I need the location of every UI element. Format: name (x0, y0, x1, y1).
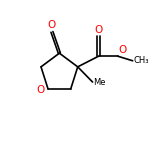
Text: O: O (36, 85, 45, 95)
Text: Me: Me (93, 78, 106, 86)
Text: O: O (94, 25, 103, 35)
Text: CH₃: CH₃ (133, 56, 149, 65)
Text: O: O (48, 20, 56, 30)
Text: O: O (119, 45, 127, 55)
